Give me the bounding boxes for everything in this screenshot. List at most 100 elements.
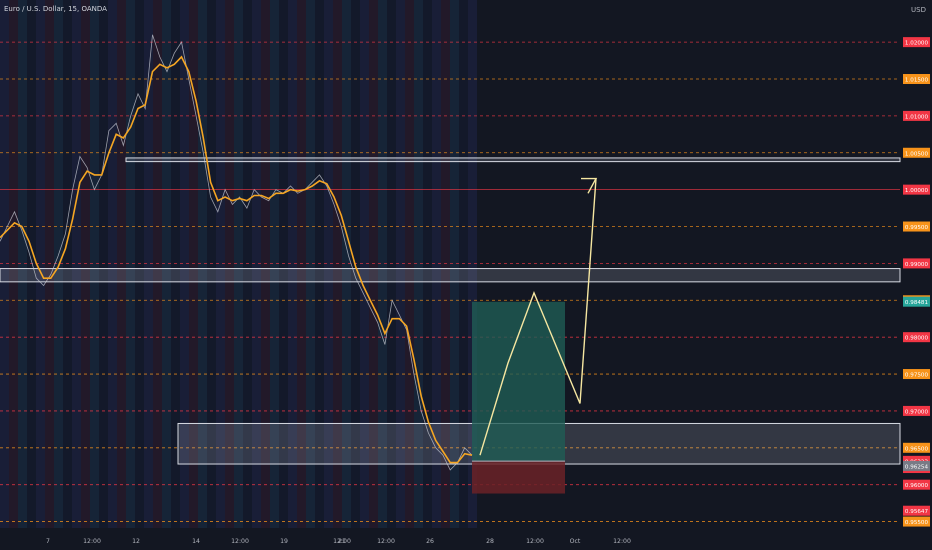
time-tick-label: 12:00	[526, 538, 544, 545]
price-level-tag[interactable]	[903, 405, 930, 416]
session-band	[216, 0, 225, 528]
session-band	[243, 0, 252, 528]
resistance-zone[interactable]	[125, 157, 901, 163]
price-level-label: 0.96500	[905, 446, 929, 452]
price-level-tag[interactable]	[903, 184, 930, 195]
price-level-tag[interactable]	[903, 221, 930, 232]
session-band	[414, 0, 423, 528]
stop-zone[interactable]	[472, 461, 565, 494]
session-band	[360, 0, 369, 528]
price-levels	[0, 41, 900, 522]
time-tick-label: 12:00	[377, 538, 395, 545]
price-level-label: 1.01500	[905, 78, 929, 84]
price-level-tag[interactable]	[903, 369, 930, 380]
price-level-label: 1.00500	[905, 151, 929, 157]
session-band	[72, 0, 81, 528]
target-zone[interactable]	[472, 301, 565, 462]
time-tick-label: 19	[280, 538, 288, 545]
session-band	[387, 0, 396, 528]
time-tick-label: 14	[192, 538, 200, 545]
long-position-tool[interactable]	[472, 301, 565, 494]
session-band	[108, 0, 117, 528]
time-tick-label: 12:00	[613, 538, 631, 545]
session-band	[396, 0, 405, 528]
price-axis[interactable]: 1.02000 1.01500 1.01000 1.00500 1.00000 0.995…	[903, 37, 930, 527]
session-band	[63, 0, 72, 528]
session-band	[18, 0, 27, 528]
price-tag[interactable]	[903, 460, 930, 471]
price-level-label: 0.97000	[905, 409, 929, 415]
session-band	[261, 0, 270, 528]
time-tick-label: 21	[338, 538, 346, 545]
session-band	[432, 0, 441, 528]
time-axis-bg	[0, 528, 932, 550]
session-band	[171, 0, 180, 528]
projection-line[interactable]	[479, 178, 597, 456]
session-band	[459, 0, 468, 528]
session-band	[135, 0, 144, 528]
price-level-tag[interactable]	[903, 442, 930, 453]
price-level-label: 0.95500	[905, 520, 929, 526]
price-level-label: 1.01000	[905, 114, 929, 120]
session-band	[297, 0, 306, 528]
session-band	[333, 0, 342, 528]
symbol-title[interactable]: Euro / U.S. Dollar, 15, OANDA	[4, 5, 107, 13]
price-tag[interactable]	[903, 296, 930, 307]
price-level-tag[interactable]	[903, 516, 930, 527]
price-tag[interactable]	[903, 505, 930, 516]
session-band	[270, 0, 279, 528]
session-band	[99, 0, 108, 528]
session-band	[81, 0, 90, 528]
session-band	[180, 0, 189, 528]
session-band	[126, 0, 135, 528]
session-band	[0, 0, 9, 528]
price-level-tag[interactable]	[903, 479, 930, 490]
time-tick-label: Oct	[570, 538, 581, 545]
projection-arrowhead	[581, 177, 598, 194]
price-level-label: 0.99500	[905, 225, 929, 231]
price-level-tag[interactable]	[903, 147, 930, 158]
price-level-tag[interactable]	[903, 74, 930, 85]
price-level-label: 0.97500	[905, 373, 929, 379]
session-band	[36, 0, 45, 528]
session-band	[144, 0, 153, 528]
session-band	[378, 0, 387, 528]
session-band	[324, 0, 333, 528]
price-level-tag[interactable]	[903, 37, 930, 48]
session-band	[450, 0, 459, 528]
time-tick-label: 7	[46, 538, 50, 545]
session-band	[441, 0, 450, 528]
projection-path[interactable]	[479, 177, 598, 456]
session-band	[207, 0, 216, 528]
session-band	[306, 0, 315, 528]
price-level-tag[interactable]	[903, 258, 930, 269]
time-tick-label: 12:00	[333, 538, 351, 545]
price-level-label: 0.96000	[905, 483, 929, 489]
price-series	[0, 34, 473, 471]
session-band	[117, 0, 126, 528]
price-tag[interactable]	[903, 455, 930, 466]
session-band	[252, 0, 261, 528]
price-level-tag[interactable]	[903, 332, 930, 343]
session-band	[279, 0, 288, 528]
session-band	[27, 0, 36, 528]
session-band	[423, 0, 432, 528]
moving-average-line	[0, 55, 473, 464]
price-level-tag[interactable]	[903, 110, 930, 121]
price-level-label: 1.00000	[905, 188, 929, 194]
session-band	[315, 0, 324, 528]
time-tick-label: 28	[486, 538, 494, 545]
time-tick-label: 26	[426, 538, 434, 545]
price-tag-label: 0.95647	[905, 509, 929, 515]
currency-label: USD	[911, 6, 926, 14]
session-band	[198, 0, 207, 528]
session-band	[189, 0, 198, 528]
time-tick-label: 12	[132, 538, 140, 545]
session-band	[369, 0, 378, 528]
price-tag-label: 0.96254	[905, 464, 929, 470]
session-band	[405, 0, 414, 528]
supply-zone[interactable]	[0, 268, 901, 283]
price-level-label: 0.99000	[905, 262, 929, 268]
